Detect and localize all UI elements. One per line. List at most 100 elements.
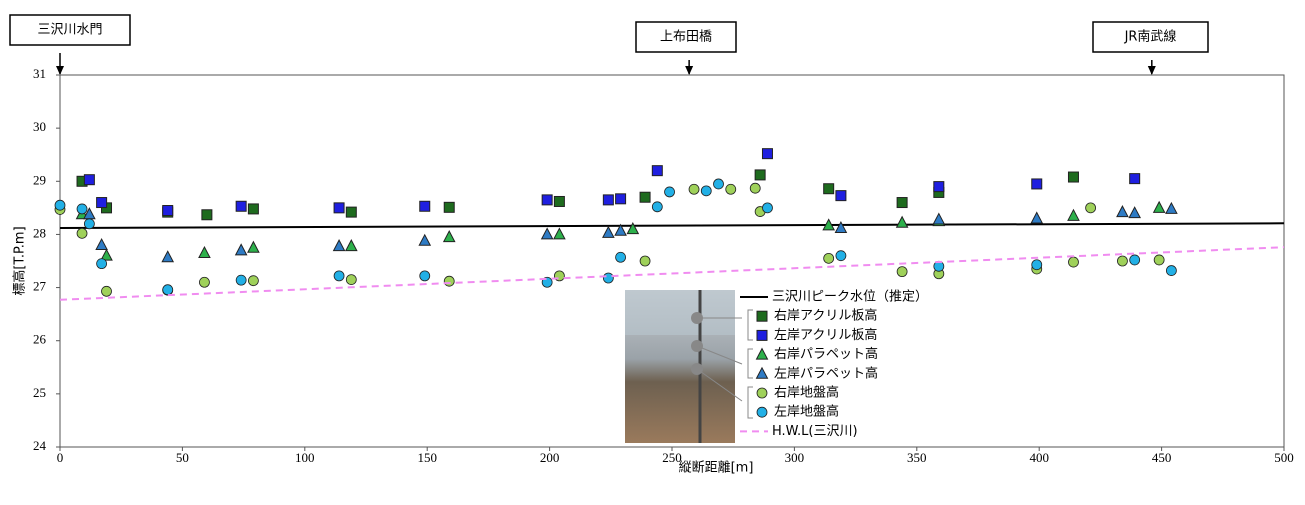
square-marker: [639, 191, 651, 203]
triangle-marker: [1165, 201, 1178, 214]
triangle-marker: [834, 220, 848, 234]
x-tick-label: 150: [417, 450, 437, 465]
legend-label: 右岸アクリル板高: [774, 308, 877, 324]
annotation-arrowhead: [56, 66, 64, 75]
triangle-marker: [161, 250, 175, 263]
circle-marker: [1153, 254, 1165, 266]
circle-marker: [896, 266, 908, 278]
annotation: JR南武線: [1124, 29, 1177, 45]
annotation-arrowhead: [685, 66, 694, 75]
square-marker: [1031, 178, 1043, 190]
y-tick-label: 29: [33, 172, 46, 187]
x-tick-label: 250: [662, 450, 682, 465]
circle-marker: [1068, 256, 1079, 268]
x-tick-label: 500: [1274, 450, 1294, 465]
circle-marker: [76, 203, 88, 215]
circle-marker: [345, 274, 357, 286]
circle-marker: [247, 275, 259, 287]
triangle-marker: [344, 239, 358, 252]
circle-marker: [162, 284, 174, 296]
y-tick-label: 25: [33, 385, 46, 400]
triangle-marker: [1128, 206, 1141, 219]
triangle-marker: [234, 243, 248, 256]
triangle-marker: [614, 223, 627, 236]
circle-marker: [835, 250, 847, 262]
legend-swatch: [755, 347, 769, 360]
square-marker: [823, 183, 835, 195]
y-tick-label: 26: [33, 332, 47, 347]
x-axis-label: 縦断距離[m]: [679, 461, 754, 476]
x-tick-label: 50: [176, 450, 189, 465]
square-marker: [201, 209, 213, 221]
circle-marker: [419, 270, 431, 282]
square-marker: [933, 181, 945, 193]
circle-marker: [725, 183, 737, 195]
triangle-marker: [1152, 200, 1166, 213]
x-tick-label: 100: [295, 450, 315, 465]
triangle-marker: [198, 245, 211, 259]
circle-marker: [199, 276, 210, 288]
circle-marker: [700, 185, 712, 197]
triangle-marker: [442, 230, 456, 243]
circle-marker: [651, 201, 663, 213]
legend-label: 左岸パラペット高: [774, 365, 878, 381]
triangle-marker: [895, 215, 909, 228]
legend-swatch: [755, 366, 769, 379]
triangle-marker: [626, 222, 640, 235]
square-marker: [553, 195, 565, 207]
circle-marker: [615, 251, 626, 263]
x-tick-label: 0: [57, 450, 64, 465]
annotation-box: [1092, 21, 1209, 53]
square-marker: [333, 202, 345, 214]
circle-marker: [749, 182, 761, 194]
triangle-marker: [602, 225, 615, 238]
y-tick-label: 30: [33, 119, 46, 134]
square-marker: [754, 169, 766, 181]
square-marker: [602, 194, 614, 206]
legend-label: H.W.L(三沢川): [772, 424, 858, 439]
square-marker: [419, 200, 431, 212]
circle-marker: [602, 272, 614, 284]
y-tick-label: 31: [33, 66, 46, 81]
circle-marker: [1031, 259, 1043, 271]
square-marker: [1129, 173, 1141, 185]
annotation-box: [9, 14, 131, 46]
square-marker: [761, 148, 773, 160]
circle-marker: [688, 183, 700, 195]
circle-marker: [664, 186, 675, 198]
legend-label: 左岸地盤高: [774, 404, 839, 420]
legend-swatch: [756, 310, 768, 322]
annotation-arrowhead: [1147, 66, 1156, 75]
x-tick-label: 400: [1029, 450, 1049, 465]
square-marker: [615, 193, 627, 205]
circle-marker: [762, 202, 773, 214]
square-marker: [83, 174, 95, 186]
legend-label: 三沢川ピーク水位（推定）: [772, 290, 928, 305]
triangle-marker: [1067, 208, 1080, 221]
triangle-marker: [1116, 205, 1129, 218]
circle-marker: [1165, 265, 1177, 276]
circle-marker: [823, 252, 835, 264]
square-marker: [162, 205, 174, 217]
series-line: [59, 246, 1285, 301]
triangle-marker: [100, 248, 113, 261]
square-marker: [247, 203, 259, 215]
square-marker: [651, 165, 663, 177]
annotation-box: [635, 21, 737, 53]
triangle-marker: [95, 237, 108, 251]
legend-label: 右岸パラペット高: [774, 346, 878, 362]
triangle-marker: [247, 240, 260, 253]
triangle-marker: [1030, 211, 1044, 224]
triangle-marker: [822, 218, 835, 231]
annotation: 上布田橋: [660, 30, 712, 45]
circle-marker: [235, 274, 247, 286]
square-marker: [235, 200, 247, 212]
circle-marker: [333, 270, 345, 282]
circle-marker: [1129, 254, 1141, 266]
circle-marker: [1085, 202, 1097, 214]
legend-label: 右岸地盤高: [774, 385, 839, 401]
circle-marker: [83, 218, 95, 230]
circle-marker: [639, 255, 651, 267]
circle-marker: [76, 227, 88, 239]
